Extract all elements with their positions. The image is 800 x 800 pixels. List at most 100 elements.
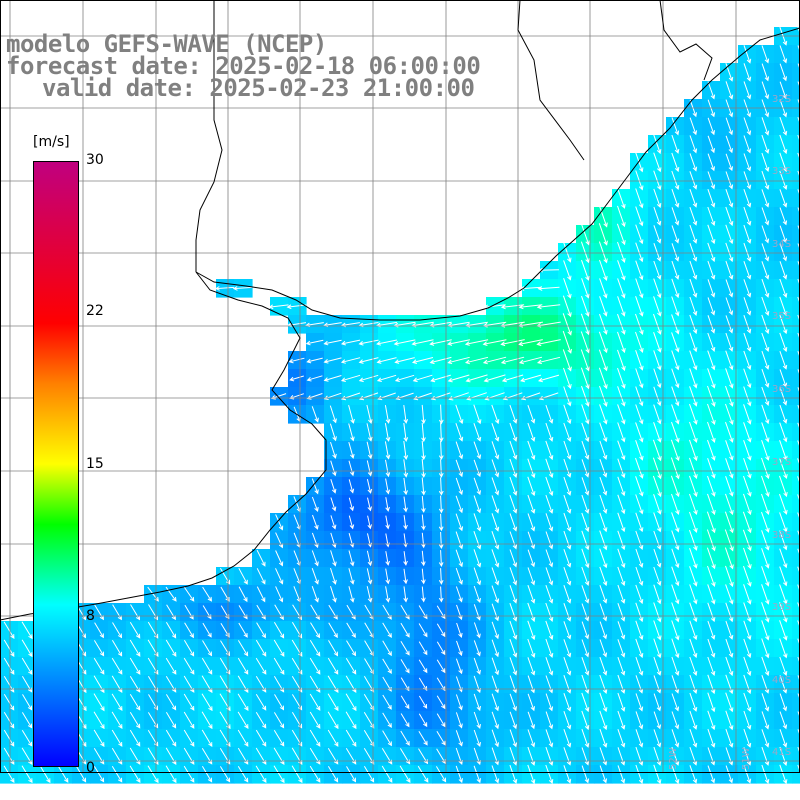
wind-arrow	[274, 694, 285, 711]
wind-arrow	[724, 511, 734, 534]
wind-arrow	[184, 622, 194, 639]
wind-arrow	[671, 729, 680, 748]
wind-arrow	[527, 675, 536, 694]
wind-arrow	[237, 675, 249, 694]
latitude-label: 37S	[772, 457, 792, 468]
wind-arrow	[617, 241, 626, 263]
wind-arrow	[761, 404, 770, 425]
wind-arrow	[707, 584, 716, 605]
wind-arrow	[111, 765, 123, 783]
wind-arrow	[779, 530, 788, 551]
wind-arrow	[421, 459, 426, 478]
wind-arrow	[779, 81, 787, 100]
wind-arrow	[346, 622, 356, 638]
wind-arrow	[394, 357, 415, 364]
wind-arrow	[617, 548, 626, 569]
wind-arrow	[366, 441, 373, 460]
wind-arrow	[761, 117, 770, 136]
wind-arrow	[509, 711, 517, 730]
wind-arrow	[348, 423, 355, 442]
wind-arrow	[545, 567, 554, 586]
wind-arrow	[779, 387, 788, 406]
wind-arrow	[671, 421, 680, 443]
wind-arrow	[403, 551, 408, 566]
wind-arrow	[580, 223, 590, 246]
wind-arrow	[598, 349, 608, 372]
wind-arrow	[761, 693, 770, 712]
wind-arrow	[363, 766, 375, 783]
wind-arrow	[761, 296, 770, 316]
wind-arrow	[545, 602, 554, 622]
wind-arrow	[671, 530, 680, 551]
wind-arrow	[653, 386, 662, 407]
wind-speed-cell	[792, 567, 800, 586]
wind-arrow	[491, 513, 500, 532]
wind-arrow	[779, 63, 787, 82]
wind-arrow	[3, 729, 15, 747]
wind-arrow	[653, 764, 662, 785]
wind-arrow	[742, 511, 752, 534]
wind-arrow	[581, 747, 590, 766]
wind-arrow	[797, 584, 800, 593]
wind-arrow	[147, 765, 159, 784]
latitude-label: 38S	[772, 530, 792, 541]
wind-arrow	[256, 622, 266, 639]
wind-arrow	[473, 567, 482, 586]
wind-arrow	[617, 349, 626, 372]
wind-arrow	[456, 622, 463, 638]
wind-arrow	[580, 313, 590, 336]
wind-arrow	[563, 512, 572, 532]
wind-arrow	[581, 603, 590, 622]
wind-arrow	[165, 765, 177, 784]
wind-speed-cell	[792, 369, 800, 388]
wind-arrow	[689, 584, 698, 605]
wind-speed-cell	[792, 333, 800, 352]
wind-arrow	[689, 260, 698, 280]
wind-arrow	[761, 386, 770, 406]
wind-arrow	[273, 765, 285, 784]
wind-arrow	[329, 423, 337, 442]
wind-arrow	[491, 477, 500, 496]
wind-arrow	[725, 135, 733, 154]
wind-arrow	[724, 547, 734, 570]
wind-arrow	[509, 531, 518, 550]
wind-arrow	[743, 368, 752, 389]
wind-arrow	[617, 765, 626, 784]
wind-arrow	[436, 730, 446, 746]
wind-arrow	[581, 404, 590, 425]
wind-speed-cell	[792, 477, 800, 496]
wind-arrow	[725, 674, 734, 695]
wind-arrow	[455, 694, 463, 711]
wind-arrow	[671, 350, 680, 371]
wind-arrow	[165, 657, 177, 675]
wind-arrow	[201, 711, 213, 730]
wind-arrow	[202, 640, 213, 657]
wind-arrow	[797, 620, 800, 629]
wind-arrow	[412, 374, 433, 383]
wind-arrow	[653, 404, 662, 425]
wind-arrow	[93, 675, 105, 694]
wind-arrow	[707, 439, 716, 461]
wind-arrow	[328, 640, 339, 657]
wind-arrow	[725, 297, 734, 316]
wind-arrow	[743, 620, 752, 641]
wind-arrow	[345, 711, 357, 730]
wind-arrow	[363, 693, 375, 711]
wind-arrow	[527, 494, 536, 514]
wind-arrow	[237, 729, 249, 747]
wind-arrow	[707, 297, 716, 316]
wind-speed-cell	[792, 279, 800, 298]
wind-arrow	[366, 568, 373, 585]
wind-speed-cell	[792, 729, 800, 748]
wind-arrow	[635, 548, 644, 568]
wind-arrow	[617, 566, 626, 587]
wind-arrow	[527, 620, 536, 641]
wind-arrow	[527, 476, 536, 497]
wind-arrow	[447, 356, 470, 365]
wind-arrow	[366, 478, 373, 494]
wind-arrow	[617, 603, 626, 622]
wind-arrow	[671, 188, 680, 208]
wind-arrow	[707, 153, 715, 172]
wind-arrow	[689, 710, 698, 730]
